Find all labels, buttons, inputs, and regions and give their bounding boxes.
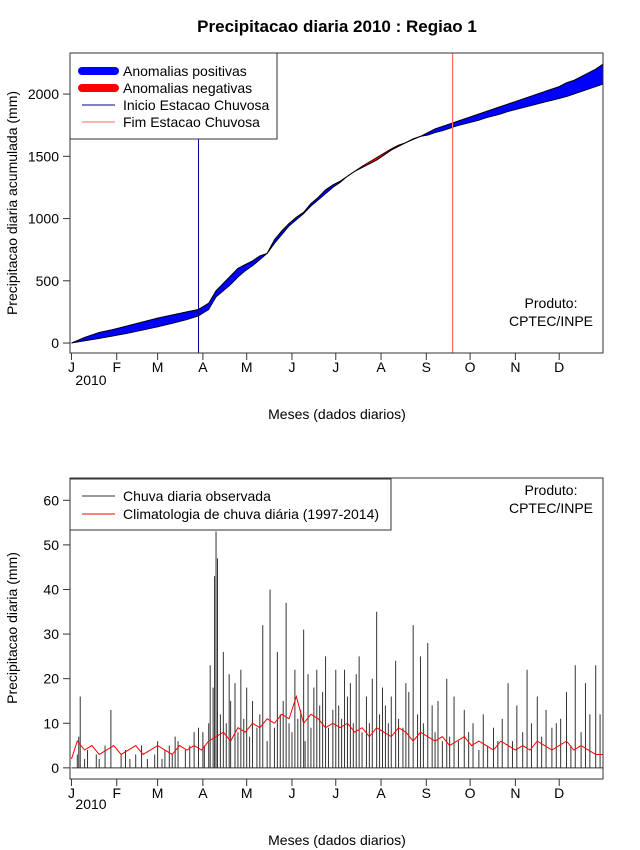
y-tick-label: 0 (51, 760, 59, 776)
chart-title: Precipitacao diaria 2010 : Regiao 1 (197, 17, 477, 36)
credit: Produto: CPTEC/INPE (509, 295, 593, 329)
x-tick-label: J (332, 359, 339, 375)
x-tick-label: F (112, 359, 121, 375)
x-tick-label: O (465, 359, 476, 375)
y-tick-label: 50 (43, 537, 59, 553)
x-tick-label: N (510, 785, 520, 801)
anomaly-band (230, 267, 239, 286)
climatology-cumulative-line (71, 83, 604, 344)
y-tick-label: 10 (43, 715, 59, 731)
credit-line-1: Produto: (525, 295, 578, 311)
legend-label-negative: Anomalias negativas (123, 80, 252, 96)
x-tick-label: J (68, 785, 75, 801)
legend-label-observed: Chuva diaria observada (123, 488, 271, 504)
legend-box-2 (69, 478, 392, 531)
y-tick-label: 500 (36, 273, 60, 289)
credit-line-2: CPTEC/INPE (509, 500, 593, 516)
x-tick-label: J (68, 359, 75, 375)
y-tick-label: 1000 (28, 211, 59, 227)
year-label-2: 2010 (75, 796, 106, 812)
year-label: 2010 (75, 372, 106, 388)
legend-label-start: Inicio Estacao Chuvosa (123, 97, 270, 113)
y-axis-2: 0 10 20 30 40 50 60 (43, 492, 71, 776)
x-tick-label: M (241, 785, 253, 801)
x-tick-label: D (554, 785, 564, 801)
observed-cumulative-line (71, 63, 604, 344)
daily-chart: J F M A M J J A S O N D 0 10 20 30 40 50 60 2010 Meses (d… (4, 477, 604, 848)
credit-line-2: CPTEC/INPE (509, 313, 593, 329)
y-tick-label: 30 (43, 626, 59, 642)
x-axis-title-2: Meses (dados diarios) (268, 832, 406, 848)
legend-label-positive: Anomalias positivas (123, 63, 247, 79)
anomaly-band (198, 302, 210, 317)
observed-cumulative-line (71, 63, 604, 344)
y-axis-title: Precipitacao diaria acumulada (mm) (4, 91, 20, 315)
observed-bars (71, 531, 603, 769)
legend-label-end: Fim Estacao Chuvosa (123, 114, 260, 130)
y-tick-label: 2000 (28, 86, 59, 102)
x-tick-label: M (152, 359, 164, 375)
y-tick-label: 1500 (28, 148, 59, 164)
y-tick-label: 20 (43, 671, 59, 687)
x-tick-label: S (422, 785, 431, 801)
legend: Anomalias positivas Anomalias negativas … (69, 52, 278, 140)
climatology-line (70, 694, 603, 760)
y-tick-label: 60 (43, 492, 59, 508)
x-tick-label: D (554, 359, 564, 375)
cumulative-chart: Precipitacao diaria 2010 : Regiao 1 J F M A… (4, 17, 604, 422)
x-tick-label: A (376, 359, 386, 375)
x-tick-label: A (198, 359, 208, 375)
credit-line-1: Produto: (525, 482, 578, 498)
x-tick-label: J (288, 785, 295, 801)
credit-2: Produto: CPTEC/INPE (509, 482, 593, 516)
legend-label-climatology: Climatologia de chuva diária (1997-2014) (123, 506, 379, 522)
x-tick-label: A (376, 785, 386, 801)
x-axis-title: Meses (dados diarios) (268, 406, 406, 422)
y-axis-title-2: Precipitacao diaria (mm) (4, 552, 20, 704)
x-tick-label: S (422, 359, 431, 375)
y-tick-label: 40 (43, 581, 59, 597)
x-tick-label: M (241, 359, 253, 375)
anomaly-band (595, 63, 604, 88)
anomaly-band (223, 275, 231, 292)
x-tick-label: O (465, 785, 476, 801)
x-tick-label: N (510, 359, 520, 375)
x-tick-label: J (288, 359, 295, 375)
x-tick-label: M (152, 785, 164, 801)
y-tick-label: 0 (51, 335, 59, 351)
x-tick-label: F (112, 785, 121, 801)
x-tick-label: J (332, 785, 339, 801)
x-tick-label: A (198, 785, 208, 801)
y-axis: 0 500 1000 1500 2000 (28, 86, 71, 351)
legend-2: Chuva diaria observada Climatologia de c… (69, 478, 392, 531)
